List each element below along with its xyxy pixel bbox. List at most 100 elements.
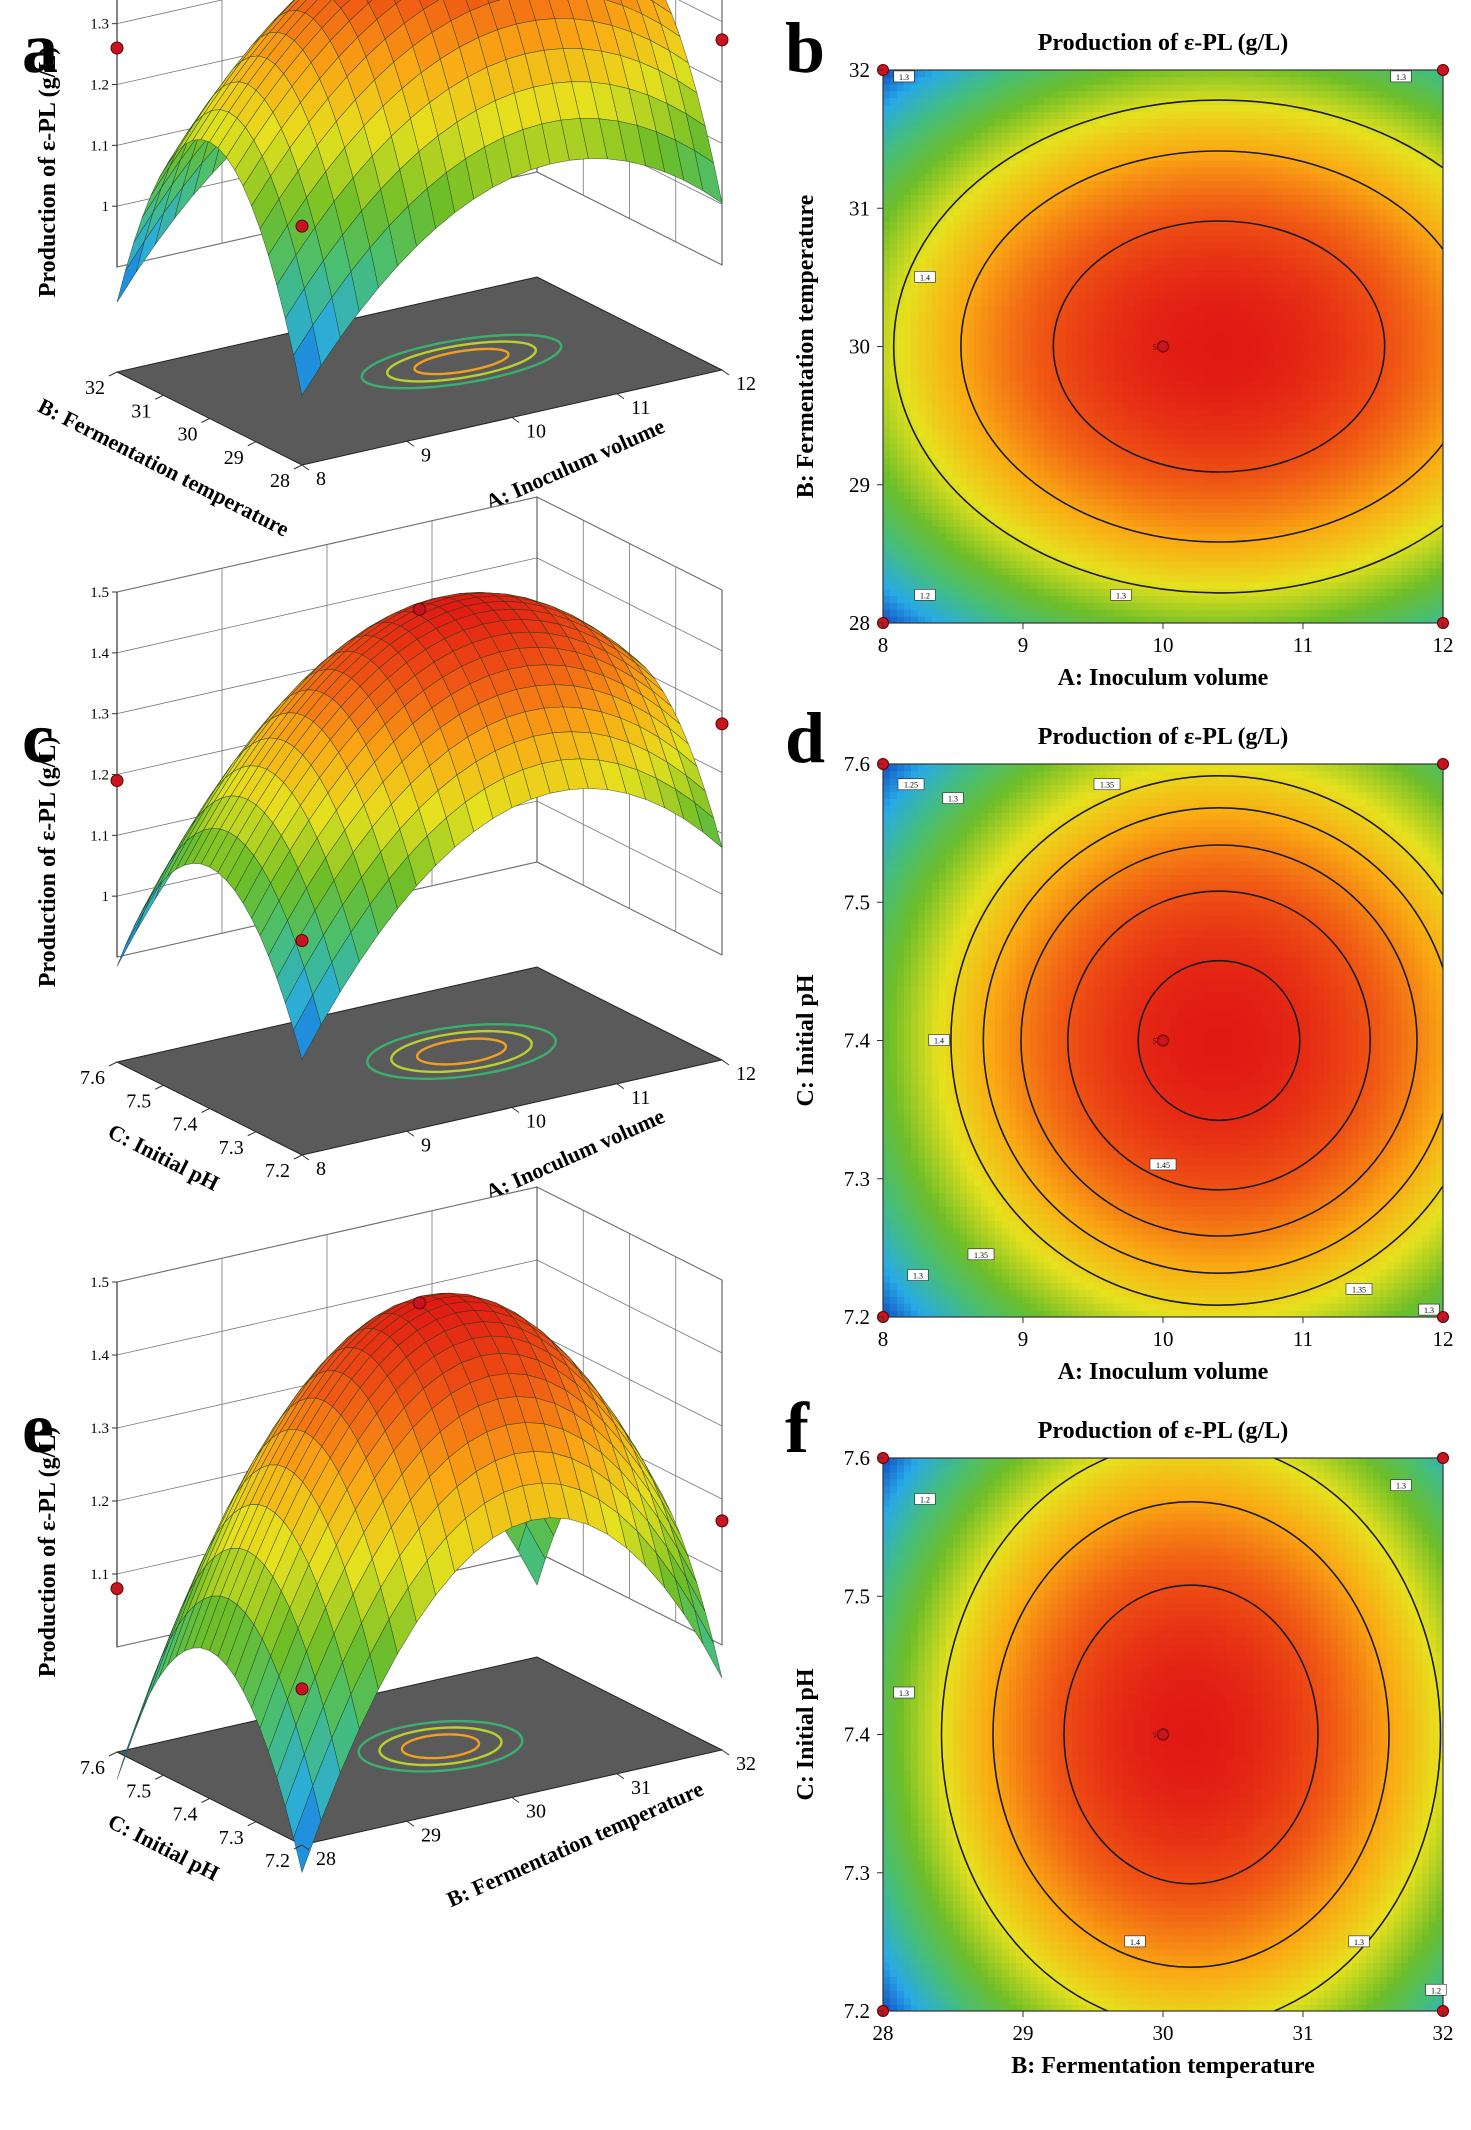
contour-panel-f: 1.2 1.3 1.3 1.4 1.3 1.2 5 28 29 30 31 32 7.2 7.3 7.4 7.… [793,1418,1454,2079]
x-tick-label: 8 [316,1158,326,1180]
design-point-3 [295,219,309,233]
contour-label-4: 1.45 [1149,1158,1177,1171]
y-axis-label: B: Fermentation temperature [793,194,819,498]
contour-line-2 [1052,220,1386,473]
z2-tick-label: 28 [270,470,290,492]
x-tick-label: 9 [421,1134,431,1156]
y-tick-label: 29 [849,473,870,497]
y-tick-label: 7.4 [844,1723,871,1747]
design-point-1 [110,41,124,55]
z2-tick-label: 7.2 [265,1160,290,1182]
design-point-0 [1157,1728,1169,1741]
floor-contour-0 [400,1733,481,1760]
z2-axis-label: C: Initial pH [104,1119,223,1196]
x-tick-label: 11 [1293,1327,1313,1351]
z2-axis-label: C: Initial pH [104,1809,223,1886]
y-tick-label: 7.3 [844,1167,870,1191]
x-tick-label: 10 [526,1111,546,1133]
y-tick-label: 7.5 [844,890,870,914]
x-tick-label: 31 [1293,2021,1314,2045]
x-tick-label: 11 [1293,633,1313,657]
design-point-3 [295,1682,309,1696]
contour-line-0 [950,775,1443,1306]
contour-line-2 [1020,844,1418,1237]
z2-tick-label: 7.4 [173,1804,198,1826]
contour-label-6: 1.3 [907,1269,929,1281]
design-point-2 [1437,758,1449,770]
x-tick-label: 28 [316,1848,336,1870]
x-tick-label: 8 [878,633,889,657]
z-tick-label: 1.1 [90,1567,109,1583]
x-tick-label: 32 [1433,2021,1454,2045]
contour-line-2 [1063,1584,1319,1885]
chart-title: Production of ε-PL (g/L) [1038,724,1288,750]
z-axis: 1 1.1 1.2 1.3 1.4 1.5 [90,585,117,905]
floor-contour-1 [385,340,538,383]
panel-label-c: c [22,698,54,778]
panel-label-e: e [22,1388,54,1468]
contour-fill [883,1458,1443,2011]
x-tick-label: 9 [1018,633,1029,657]
z-axis: 1.1 1.2 1.3 1.4 1.5 [90,1275,117,1583]
x-tick-label: 11 [631,397,650,419]
floor-plane [115,1656,724,1846]
contour-line-0 [940,1458,1442,2011]
y-tick-label: 7.2 [844,1305,870,1329]
y-tick-label: 7.5 [844,1584,870,1608]
z2-tick-label: 29 [224,447,244,469]
contour-label-8: 1.3 [1418,1303,1440,1316]
design-point-count: 5 [1153,344,1157,352]
contour-label-4: 1.3 [1110,589,1132,601]
contour-label-0: 1.2 [914,1493,936,1505]
y-axis-label: C: Initial pH [793,1668,819,1800]
floor-plane [115,276,724,466]
x-tick-label: 31 [631,1777,651,1799]
x-tick-label: 11 [631,1087,650,1109]
x-axis-label: A: Inoculum volume [1058,1359,1269,1385]
z-tick-label: 1 [102,199,110,215]
contour-label-3: 1.2 [914,589,936,601]
contour-line-1 [960,150,1443,543]
design-point-0 [413,602,426,616]
x-tick-label: 8 [878,1327,889,1351]
contour-line-1 [982,807,1443,1274]
x-tick-label: 30 [1153,2021,1174,2045]
x-tick-label: 8 [316,468,326,490]
floor-contour-2 [366,1022,557,1081]
surface-mesh [116,592,723,1061]
z-tick-label: 1.3 [90,707,109,723]
contour-fill [883,70,1443,623]
x-tick-label: 9 [1018,1327,1029,1351]
chart-title: Production of ε-PL (g/L) [1038,1418,1288,1444]
z-tick-label: 1.3 [90,1421,109,1437]
y-tick-label: 7.6 [844,1446,870,1470]
z-tick-label: 1.5 [90,1275,109,1291]
floor-contours [366,1022,557,1081]
contour-label-1: 1.3 [942,792,964,804]
contour-label-1: 1.3 [1390,70,1412,83]
z-tick-label: 1.4 [90,1348,109,1364]
x-tick-label: 30 [526,1801,546,1823]
z2-tick-label: 7.3 [219,1137,244,1159]
contour-label-4: 1.3 [1348,1935,1370,1948]
floor-contour-0 [415,1037,508,1066]
y-tick-label: 7.4 [844,1029,871,1053]
surface-panel-e: 1.1 1.2 1.3 1.4 1.5 Production of ε-PL (g/L) 2… [35,1186,756,1912]
z-tick-label: 1.5 [90,585,109,601]
panel-label-d: d [785,698,825,778]
y-tick-label: 30 [849,335,870,359]
design-point-0 [413,1296,426,1310]
contour-panel-b: 1.3 1.3 1.4 1.2 1.3 5 8 9 10 11 12 28 29 30 31 32 Produc… [793,30,1454,691]
x-tick-label: 10 [1153,633,1174,657]
design-point-1 [110,774,124,788]
x-tick-label: 29 [421,1824,441,1846]
contour-label-0: 1.25 [897,778,925,791]
contour-label-0: 1.3 [893,70,915,83]
z-tick-label: 1.2 [90,768,109,784]
design-point-3 [295,934,309,947]
z2-tick-label: 30 [178,424,198,446]
contour-label-1: 1.3 [1390,1479,1412,1491]
contour-label-2: 1.35 [1093,778,1121,791]
design-point-2 [1437,64,1449,76]
